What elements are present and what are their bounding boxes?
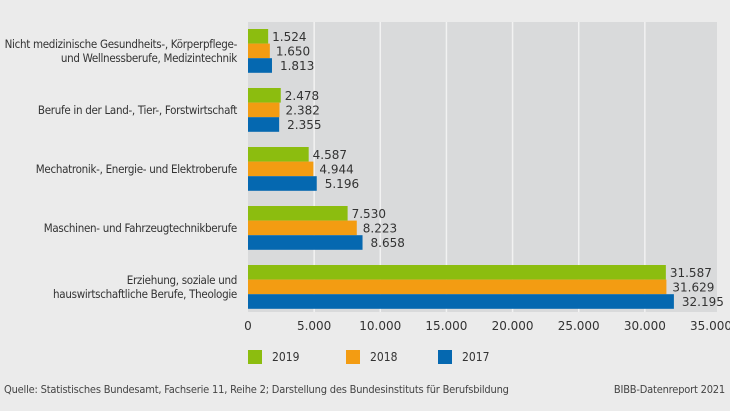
report-label: BIBB-Datenreport 2021: [613, 383, 725, 396]
category-label-line: Mechatronik-, Energie- und Elektroberufe: [35, 161, 238, 176]
bar-2018: [248, 43, 270, 59]
data-label: 2.355: [287, 118, 321, 132]
bar-2018: [248, 279, 667, 295]
x-tick-label: 5.000: [297, 319, 331, 333]
data-label: 7.530: [352, 207, 386, 221]
legend-label: 2017: [462, 350, 490, 364]
bar-2018: [248, 220, 357, 236]
data-label: 5.196: [325, 177, 359, 191]
bar-2017: [248, 58, 272, 73]
data-label: 4.587: [313, 148, 347, 162]
plot-area: [248, 22, 717, 312]
bar-2018: [248, 102, 280, 118]
bar-2017: [248, 117, 280, 132]
bar-2019: [248, 265, 666, 280]
data-label: 1.650: [276, 44, 310, 58]
bar-2017: [248, 294, 674, 309]
x-tick-label: 15.000: [425, 319, 467, 333]
data-label: 1.524: [272, 30, 306, 44]
x-tick-label: 25.000: [558, 319, 600, 333]
category-label: Erziehung, soziale und hauswirtschaftlich…: [53, 273, 237, 301]
data-label: 8.658: [371, 236, 405, 250]
source-note: Quelle: Statistisches Bundesamt, Fachser…: [4, 383, 509, 396]
category-label: Maschinen- und Fahrzeugtechnikberufe: [43, 220, 238, 235]
legend-swatch: [438, 350, 452, 364]
category-label-line: und Wellnessberufe, Medizintechnik: [60, 50, 237, 65]
category-label: Berufe in der Land-, Tier-, Forstwirtsch…: [38, 103, 237, 117]
data-label: 31.629: [672, 280, 714, 294]
legend-item-2018: 2018: [346, 350, 397, 364]
category-label-line: Berufe in der Land-, Tier-, Forstwirtsch…: [37, 102, 237, 117]
bar-2019: [248, 88, 281, 103]
category-label-line: Nicht medizinische Gesundheits-, Körperp…: [4, 36, 238, 51]
legend-label: 2019: [272, 350, 300, 364]
bar-2019: [248, 147, 309, 162]
category-label-line: Erziehung, soziale und: [126, 272, 238, 287]
data-label: 2.382: [286, 103, 320, 117]
legend-item-2017: 2017: [438, 350, 489, 364]
data-label: 2.478: [285, 89, 319, 103]
category-label-line: hauswirtschaftliche Berufe, Theologie: [53, 286, 237, 301]
bar-2019: [248, 206, 348, 221]
data-label: 31.587: [670, 266, 712, 280]
data-label: 4.944: [319, 162, 353, 176]
legend-label: 2018: [370, 350, 398, 364]
category-label-line: Maschinen- und Fahrzeugtechnikberufe: [43, 220, 238, 235]
bar-2017: [248, 235, 363, 250]
bar-2017: [248, 176, 317, 191]
x-tick-label: 35.000: [690, 319, 730, 333]
x-tick-label: 20.000: [492, 319, 534, 333]
legend-item-2019: 2019: [248, 350, 299, 364]
x-tick-label: 0: [244, 319, 252, 333]
category-label: Nicht medizinische Gesundheits-, Körperp…: [4, 36, 238, 65]
legend-swatch: [346, 350, 360, 364]
data-label: 8.223: [363, 221, 397, 235]
bar-2018: [248, 161, 314, 177]
legend-swatch: [248, 350, 262, 364]
category-label: Mechatronik-, Energie- und Elektroberufe: [35, 161, 238, 176]
data-label: 1.813: [280, 59, 314, 73]
data-label: 32.195: [682, 295, 724, 309]
bar-2019: [248, 29, 269, 44]
x-tick-label: 10.000: [359, 319, 401, 333]
x-tick-label: 30.000: [624, 319, 666, 333]
